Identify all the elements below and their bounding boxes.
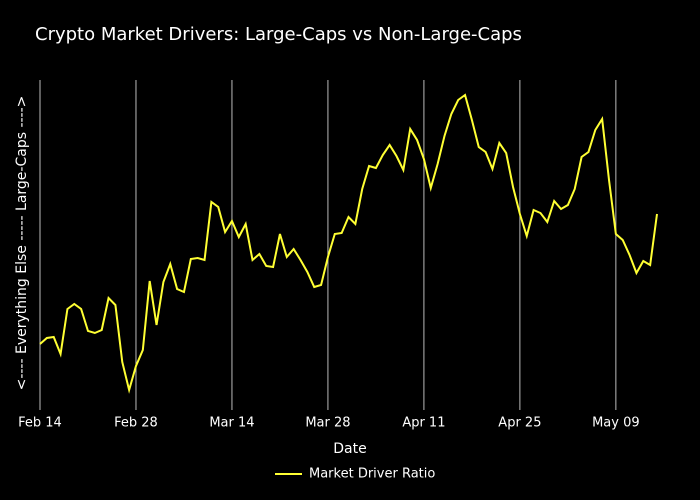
x-tick-label: Apr 11 (402, 416, 445, 431)
legend-label: Market Driver Ratio (309, 467, 435, 482)
x-tick-label: Mar 14 (209, 416, 254, 431)
x-tick-label: Mar 28 (305, 416, 350, 431)
y-axis-title: <---- Everything Else ----- Large-Caps -… (14, 96, 30, 391)
x-tick-label: Feb 14 (18, 416, 62, 431)
x-tick-label: May 09 (592, 416, 640, 431)
x-tick-label: Apr 25 (498, 416, 541, 431)
x-tick-label: Feb 28 (114, 416, 158, 431)
line (39, 93, 658, 394)
x-axis-title: Date (333, 441, 366, 457)
chart-title: Crypto Market Drivers: Large-Caps vs Non… (35, 24, 522, 45)
